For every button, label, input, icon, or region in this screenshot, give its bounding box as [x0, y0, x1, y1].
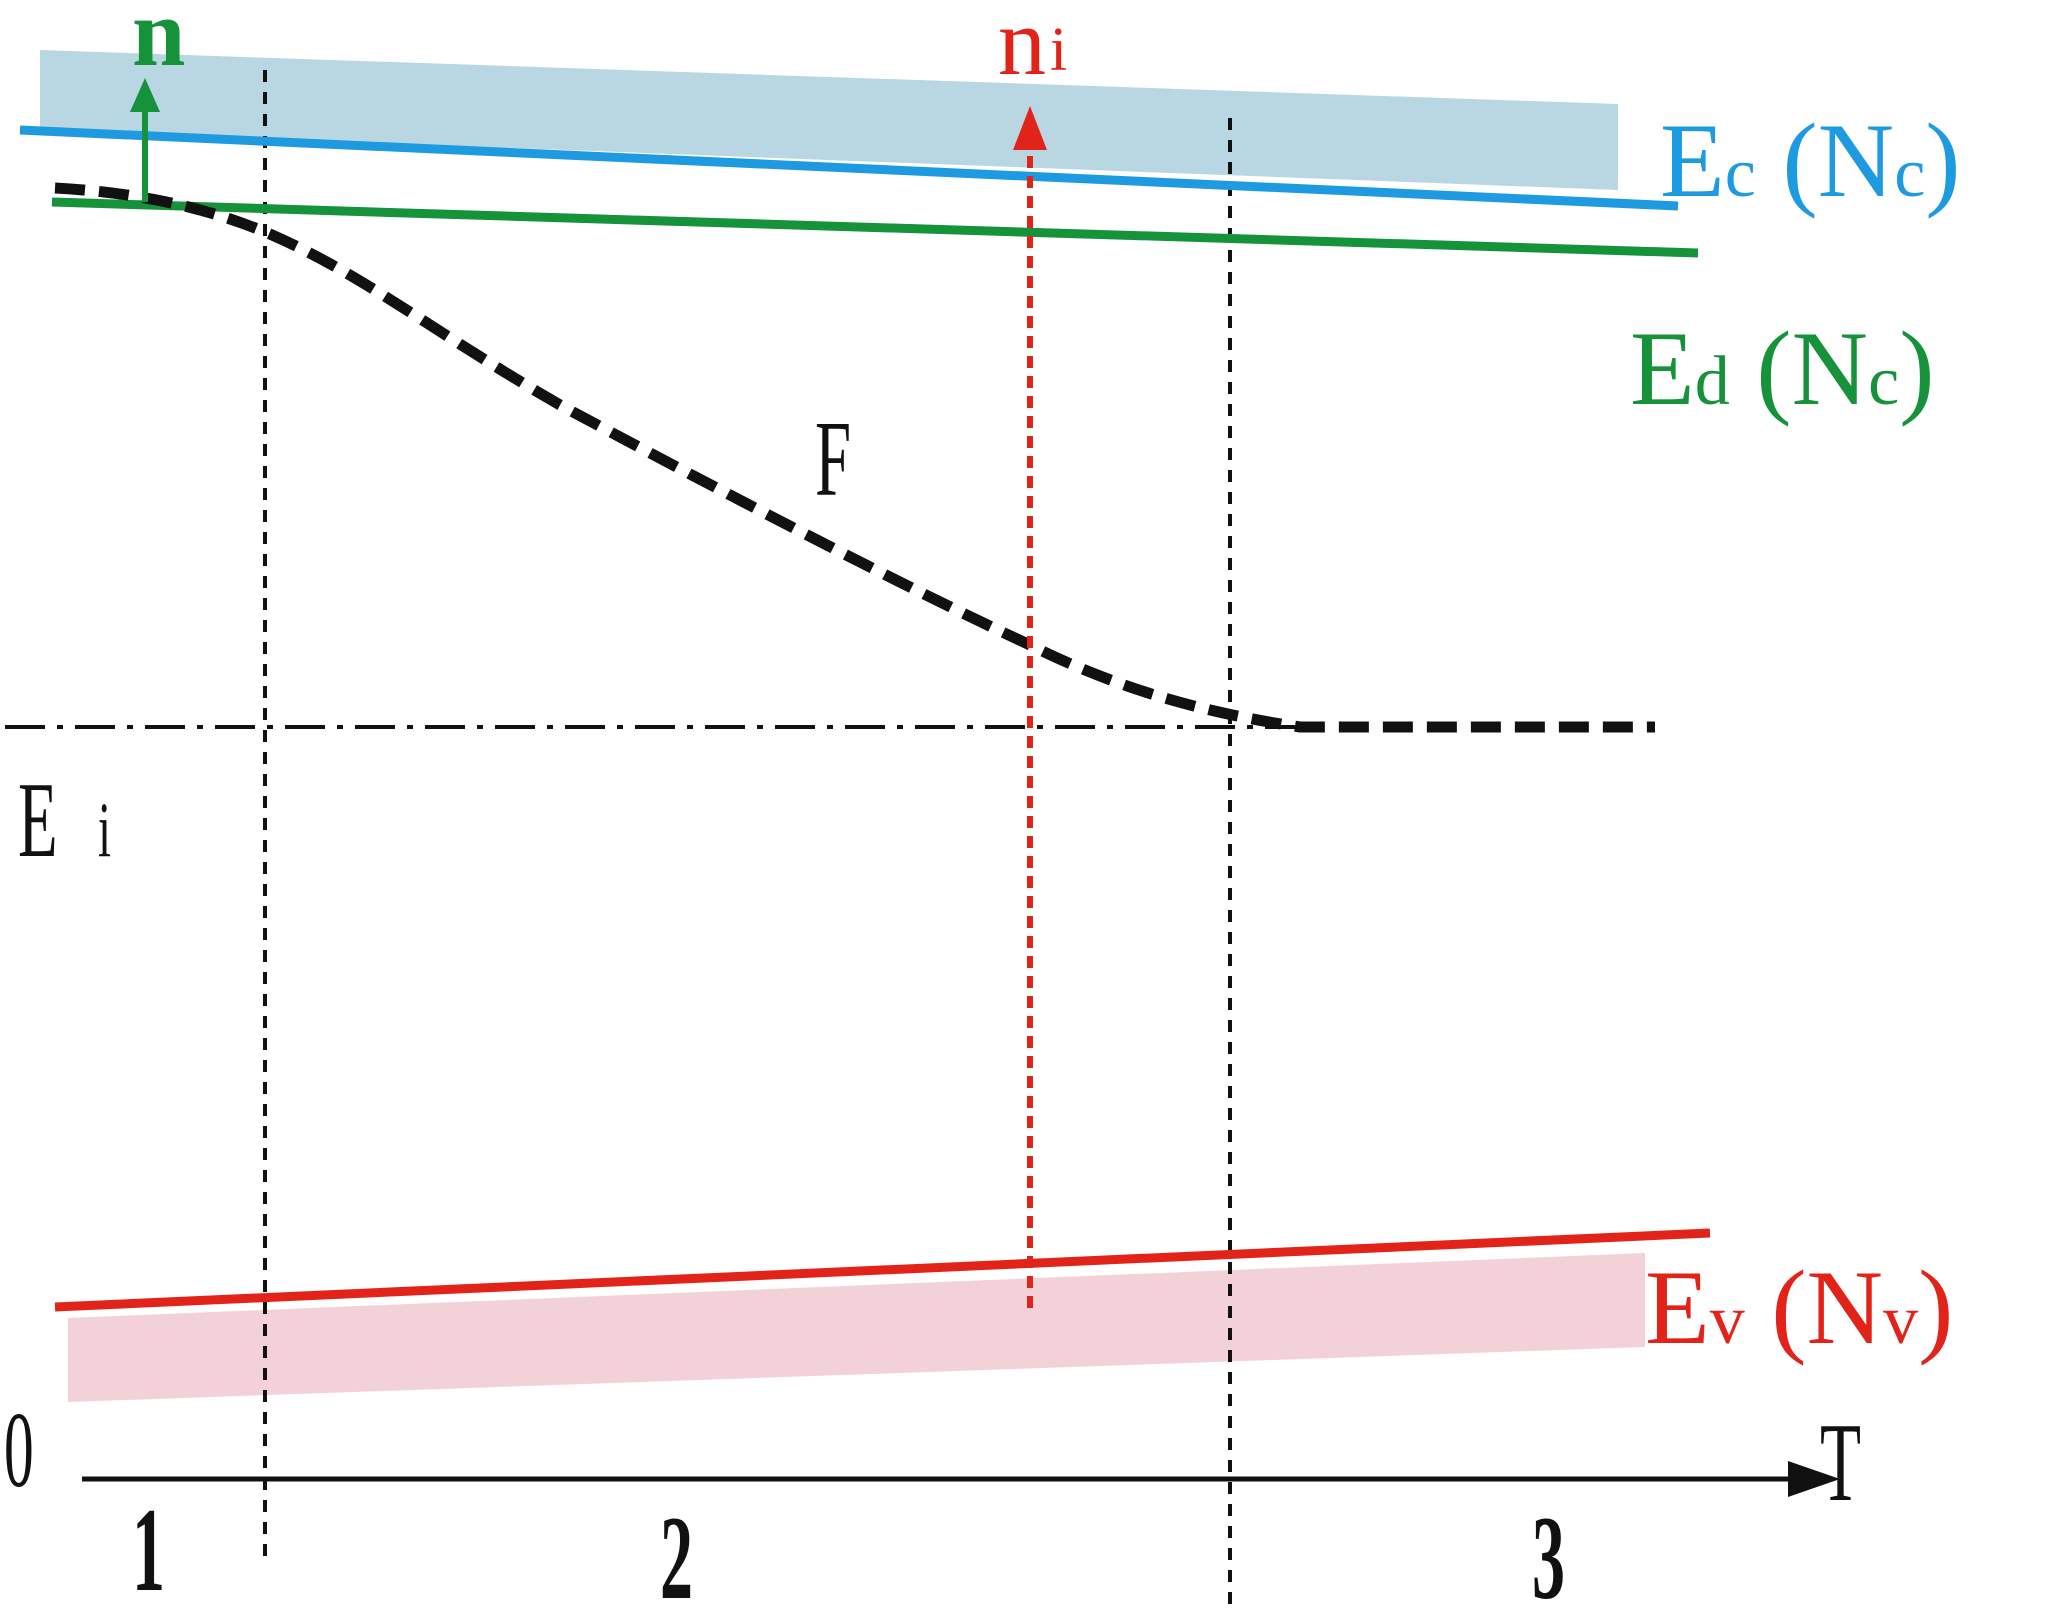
ed-paren-open: (N: [1730, 310, 1868, 427]
right-arrow-icon: [1788, 1461, 1840, 1497]
ev-label: Ev (Nv): [1645, 1249, 1953, 1366]
region-1-label: 1: [132, 1483, 165, 1614]
ei-main-label: E: [18, 761, 58, 880]
ni-label: ni: [998, 0, 1067, 95]
ed-label: Ed (Nc): [1630, 310, 1935, 427]
dashed-up-arrow-icon: [1013, 106, 1047, 1308]
ed-subscript: d: [1695, 343, 1730, 420]
ev-paren-close: ): [1918, 1249, 1953, 1366]
valence-band-fill: [68, 1253, 1645, 1402]
conduction-band-fill: [40, 50, 1618, 190]
ei-subscript-label: i: [98, 787, 111, 873]
origin-label: 0: [4, 1389, 34, 1509]
up-arrow-icon: [130, 78, 160, 202]
region-2-label: 2: [660, 1491, 693, 1614]
n-label: n: [132, 0, 185, 86]
ec-paren-open: (N: [1756, 102, 1894, 219]
ev-paren-subscript: v: [1883, 1282, 1918, 1359]
ev-paren-open: (N: [1745, 1249, 1883, 1366]
ni-subscript: i: [1050, 16, 1067, 84]
ed-paren-subscript: c: [1868, 343, 1899, 420]
ec-main: E: [1660, 102, 1725, 219]
conduction-band-edge-line: [19, 125, 1679, 211]
valence-band-edge-line: [54, 1228, 1711, 1312]
ec-subscript: c: [1725, 135, 1756, 212]
ec-paren-subscript: c: [1894, 135, 1925, 212]
ev-subscript: v: [1710, 1282, 1745, 1359]
ed-paren-close: ): [1899, 310, 1934, 427]
temperature-axis: [82, 1461, 1840, 1497]
ec-label: Ec (Nc): [1660, 102, 1961, 219]
donor-level-line: [51, 197, 1699, 258]
ec-paren-close: ): [1925, 102, 1960, 219]
ev-main: E: [1645, 1249, 1710, 1366]
ed-main: E: [1630, 310, 1695, 427]
temperature-axis-label: T: [1820, 1401, 1861, 1525]
ni-main: n: [998, 0, 1046, 95]
fermi-label: F: [815, 400, 851, 519]
fermi-level-curve: [54, 182, 1655, 733]
region-3-label: 3: [1532, 1491, 1565, 1614]
